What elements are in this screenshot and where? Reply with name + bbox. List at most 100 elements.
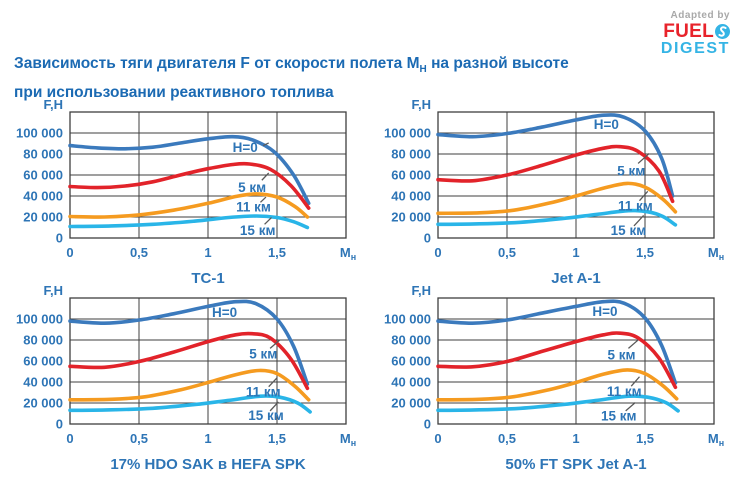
chart-caption: Jet A-1 (551, 270, 601, 287)
x-tick-label: 1 (204, 245, 211, 260)
slide-title-line2: при использовании реактивного топлива (14, 84, 334, 102)
curve-h0 (68, 134, 311, 206)
plot-border (437, 297, 715, 425)
plot-border (69, 111, 347, 239)
label-leader-line (269, 339, 281, 349)
label-leader-line (625, 401, 636, 412)
y-axis-title: F,Н (44, 285, 64, 298)
y-tick-label: 60 000 (391, 354, 431, 369)
y-axis-title: F,Н (44, 99, 64, 112)
y-tick-label: 60 000 (23, 168, 63, 183)
y-tick-label: 100 000 (16, 312, 63, 327)
series-label: H=0 (212, 305, 237, 320)
y-tick-label: 0 (424, 231, 431, 246)
x-axis-title: Мн (708, 245, 724, 262)
x-tick-label: 0,5 (498, 431, 516, 446)
series-label: 11 км (236, 200, 271, 215)
curve-h0 (436, 113, 675, 198)
y-tick-label: 0 (56, 231, 63, 246)
label-leader-line (637, 152, 650, 164)
x-tick-label: 0 (434, 245, 441, 260)
label-leader-line (262, 142, 269, 147)
logo-digest-text: DIGEST (660, 40, 730, 58)
series-label: 11 км (246, 384, 281, 399)
chart-caption: 17% HDO SAK в HEFA SPK (110, 456, 306, 473)
curve-15km (436, 394, 680, 413)
curve-5km (436, 144, 675, 204)
series-label: 5 км (617, 163, 645, 178)
label-leader-line (259, 196, 267, 203)
y-axis-title: F,Н (412, 99, 432, 112)
label-leader-line (268, 377, 278, 388)
curve-11km (68, 192, 310, 219)
x-tick-label: 0 (66, 245, 73, 260)
chart-hdo-sak-hefa-spk-canvas: 0 20 000 40 000 60 000 80 000 100 000 0 0,5 1 1,5… (16, 285, 356, 448)
logo-fuel-row: FUEL (661, 20, 730, 42)
chart-caption: ТС-1 (191, 270, 225, 287)
chart-block-tc1: 0 20 000 40 000 60 000 80 000 100 000 0 0,5 1 1,5… (6, 99, 374, 287)
x-tick-label: 0 (434, 431, 441, 446)
curve-h0 (68, 299, 310, 386)
label-leader-line (261, 172, 270, 181)
x-tick-label: 1,5 (636, 431, 654, 446)
curve-15km (436, 208, 678, 227)
curve-15km (68, 214, 310, 230)
title-subscript: Н (419, 64, 427, 76)
y-tick-label: 20 000 (391, 210, 431, 225)
series-label: 5 км (238, 180, 266, 195)
curve-5km (68, 161, 311, 210)
x-tick-label: 1,5 (636, 245, 654, 260)
adapted-by-label: Adapted by (670, 10, 730, 21)
y-tick-label: 0 (56, 417, 63, 432)
curve-h0 (436, 299, 678, 385)
curve-11km (436, 181, 678, 216)
series-label: 15 км (601, 409, 637, 424)
y-tick-label: 40 000 (391, 189, 431, 204)
series-label: H=0 (592, 304, 617, 319)
series-label: 15 км (248, 408, 284, 423)
series-label: H=0 (233, 140, 258, 155)
x-tick-label: 1,5 (268, 245, 286, 260)
charts-grid: 0 20 000 40 000 60 000 80 000 100 000 0 0,5 1 1,5… (6, 99, 740, 473)
y-tick-label: 100 000 (384, 312, 431, 327)
chart-block-jet-a1: 0 20 000 40 000 60 000 80 000 100 000 0 0,5 1 1,5… (374, 99, 740, 287)
y-tick-label: 80 000 (391, 147, 431, 162)
fuels-digest-logo: Adapted by FUEL DIGEST (660, 10, 730, 58)
y-tick-label: 40 000 (23, 189, 63, 204)
x-tick-label: 0,5 (130, 431, 148, 446)
y-axis-title: F,Н (412, 285, 432, 298)
curve-11km (68, 368, 311, 402)
curve-11km (436, 368, 679, 402)
x-axis-title: Мн (708, 431, 724, 448)
x-axis-title: Мн (340, 431, 356, 448)
label-leader-line (633, 214, 645, 227)
chart-ft-spk-jet-a1-canvas: 0 20 000 40 000 60 000 80 000 100 000 0 0,5 1 1,5… (384, 285, 724, 448)
chart-caption: 50% FT SPK Jet A-1 (505, 456, 647, 473)
plot-border (437, 111, 715, 239)
series-label: 11 км (618, 198, 653, 213)
x-tick-label: 0,5 (498, 245, 516, 260)
chart-block-hdo-sak-hefa-spk: 0 20 000 40 000 60 000 80 000 100 000 0 0,5 1 1,5… (6, 285, 374, 473)
y-tick-label: 20 000 (23, 210, 63, 225)
plot-border (69, 297, 347, 425)
x-tick-label: 1 (572, 245, 579, 260)
chart-tc1-canvas: 0 20 000 40 000 60 000 80 000 100 000 0 0,5 1 1,5… (16, 99, 356, 262)
logo-fuel-text: FUEL (663, 20, 714, 42)
slide-title-line1: Зависимость тяги двигателя F от скорости… (14, 52, 569, 81)
y-tick-label: 0 (424, 417, 431, 432)
y-tick-label: 80 000 (391, 333, 431, 348)
y-tick-label: 20 000 (391, 396, 431, 411)
curve-5km (68, 331, 310, 391)
y-tick-label: 80 000 (23, 147, 63, 162)
label-leader-line (630, 376, 640, 387)
s-swirl-icon (715, 23, 730, 39)
x-axis-title: Мн (340, 245, 356, 262)
x-tick-label: 0 (66, 431, 73, 446)
curve-5km (436, 331, 678, 390)
curve-15km (68, 394, 312, 414)
x-tick-label: 1,5 (268, 431, 286, 446)
x-tick-label: 0,5 (130, 245, 148, 260)
label-leader-line (628, 339, 639, 349)
title-text-rest: на разной высоте (426, 55, 569, 72)
